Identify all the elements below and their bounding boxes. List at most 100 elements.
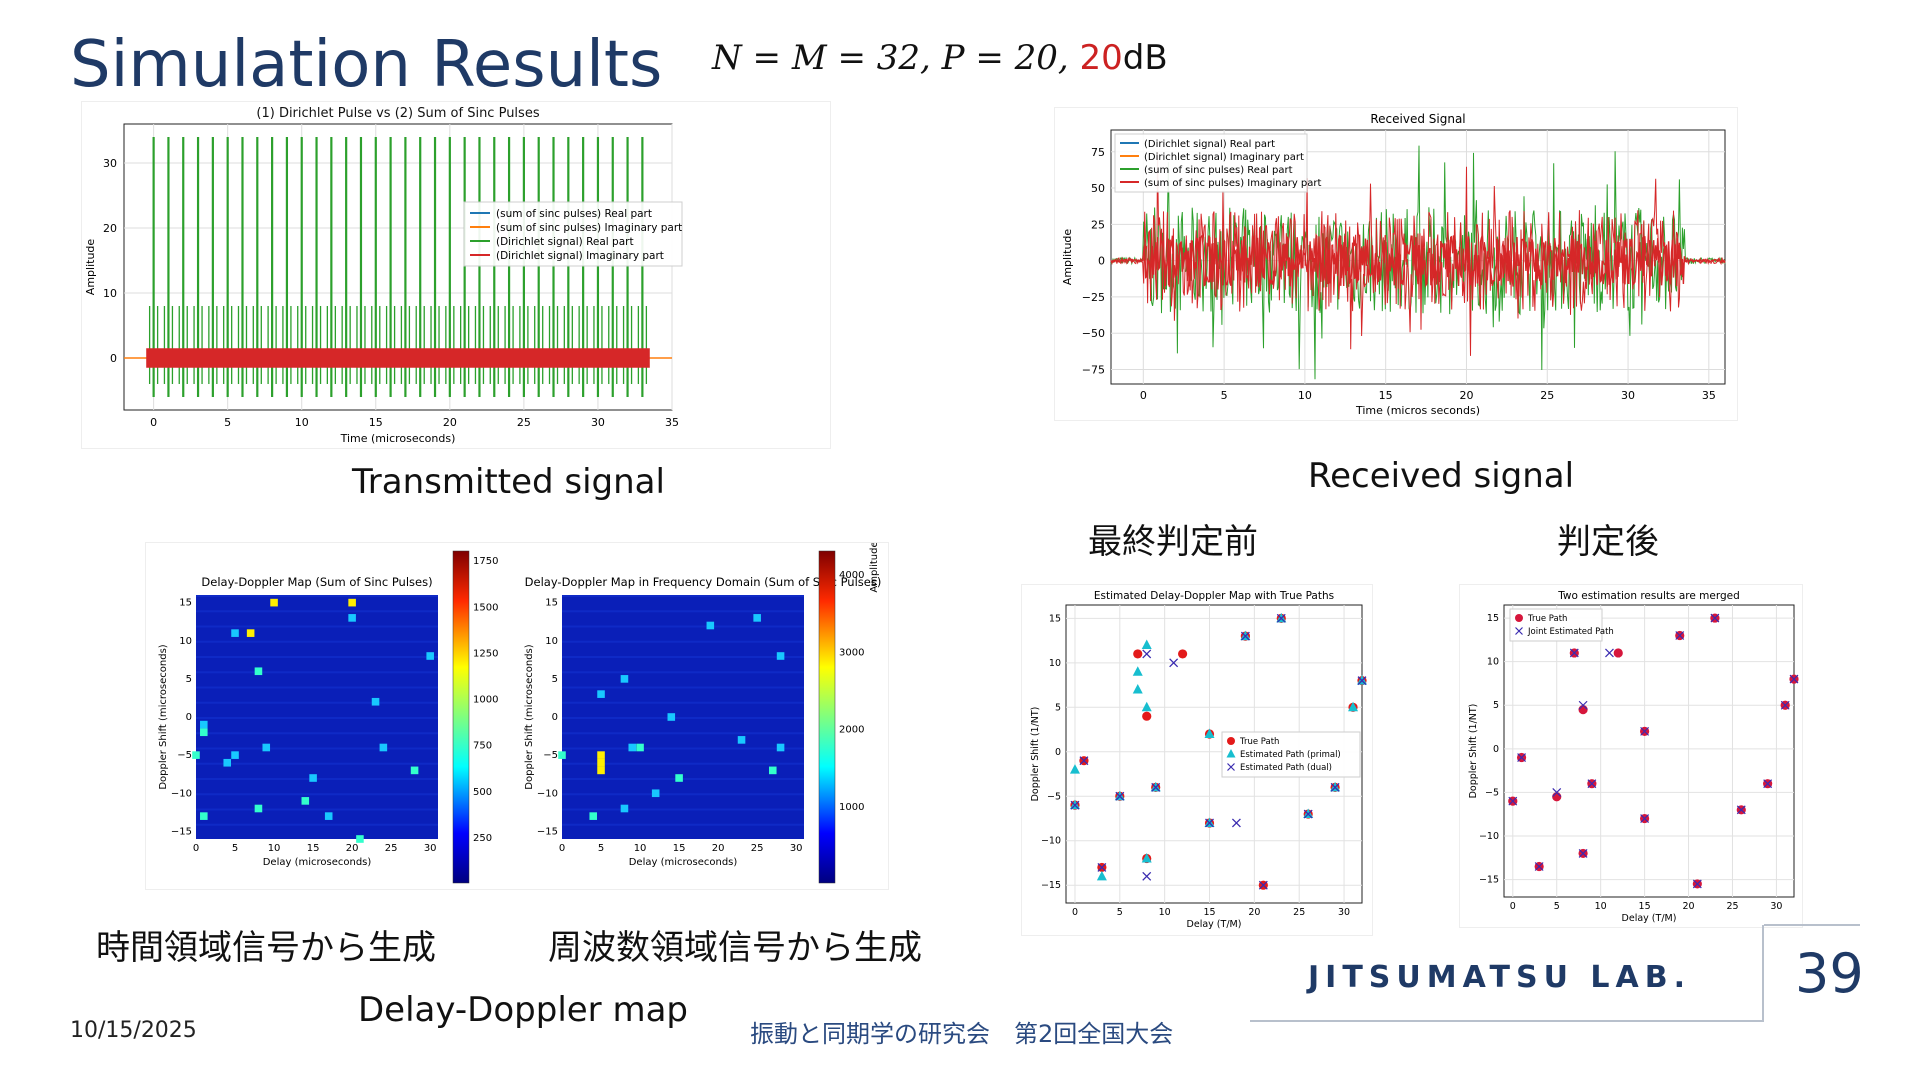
dd-peak	[262, 743, 271, 752]
dd-peak	[597, 758, 605, 767]
dd-stripe	[196, 823, 438, 826]
dual-estimate-point	[1240, 631, 1250, 641]
dd-peak	[753, 614, 761, 622]
rx-xtick: 35	[1702, 389, 1716, 402]
dd-stripe	[196, 778, 438, 780]
scatter-xtick: 5	[1117, 907, 1123, 918]
rx-xtick: 20	[1459, 389, 1473, 402]
rx-ytick: 25	[1091, 218, 1105, 231]
joint-estimate-point	[1517, 753, 1527, 762]
dd-ytick: −15	[537, 826, 558, 837]
rx-ytick: 50	[1091, 182, 1105, 195]
dd-maps-panel: Delay-Doppler Map (Sum of Sinc Pulses) 0 5…	[146, 541, 888, 889]
dd-ylabel: Doppler Shift (microseconds)	[524, 644, 535, 789]
dd-ytick: 15	[179, 598, 192, 609]
dd-stripe	[562, 656, 804, 658]
footer-divider-vertical	[1762, 925, 1764, 1020]
scatter-xtick: 25	[1293, 907, 1305, 918]
scatter-legend-entry: Estimated Path (primal)	[1240, 750, 1341, 760]
rx-legend-entry: (sum of sinc pulses) Real part	[1144, 165, 1293, 176]
scatter-xtick: 0	[1510, 901, 1516, 912]
dd-peak	[200, 720, 208, 729]
scatter-ytick: 0	[1493, 744, 1499, 755]
dd-background	[562, 595, 804, 839]
dd-ylabel: Doppler Shift (microseconds)	[158, 644, 169, 789]
dd-peak	[558, 751, 566, 759]
dd-stripe	[562, 595, 804, 597]
dual-estimate-point	[1303, 809, 1313, 819]
dd-peak	[620, 804, 629, 813]
scatter-ytick: −15	[1479, 875, 1499, 886]
dd-xtick: 30	[424, 843, 437, 854]
rx-ytick: 0	[1098, 255, 1105, 268]
dd-stripe	[562, 747, 804, 750]
dd-peak	[636, 743, 644, 752]
dd-xlabel: Delay (microseconds)	[629, 857, 738, 868]
dual-estimate-point	[1097, 862, 1107, 872]
dd-stripe	[196, 808, 438, 811]
tx-ytick: 10	[103, 287, 117, 300]
rx-ylabel: Amplitude	[1061, 229, 1074, 286]
dd-peak	[776, 743, 785, 752]
dd-peak	[410, 766, 419, 775]
rx-legend-entry: (Dirichlet signal) Real part	[1144, 139, 1275, 150]
dd-ytick: 0	[186, 712, 192, 723]
dd-colorbar-tick: 1250	[473, 648, 498, 659]
dd-xtick: 15	[307, 843, 320, 854]
legend-x-marker	[1515, 627, 1523, 635]
dd-peak	[628, 743, 637, 752]
received-chart-panel: Received Signal 0 5 10 15 20 25 30 35 75 50 25 0 −25 −…	[1055, 108, 1737, 420]
dd-ytick: 15	[545, 598, 558, 609]
primal-estimate-point	[1141, 701, 1152, 712]
tx-xtick: 5	[224, 416, 231, 429]
delay-doppler-maps: Delay-Doppler Map (Sum of Sinc Pulses) 0 5…	[158, 541, 882, 884]
scatter-xtick: 25	[1726, 901, 1738, 912]
dd-stripe	[562, 717, 804, 719]
tx-imag-band	[146, 348, 650, 368]
dd-ytick: −10	[171, 788, 192, 799]
tx-legend-entry: (Dirichlet signal) Real part	[496, 236, 634, 248]
dd-stripe	[562, 625, 804, 628]
dd-xtick: 20	[346, 843, 359, 854]
rx-xtick: 30	[1621, 389, 1635, 402]
scatter-xlabel: Delay (T/M)	[1622, 913, 1677, 924]
dd-stripe	[196, 595, 438, 597]
scatter-ytick: −15	[1041, 880, 1061, 891]
joint-estimate-point	[1578, 700, 1588, 710]
scatter-xtick: 20	[1682, 901, 1694, 912]
formula-snr: 20	[1079, 38, 1123, 78]
dd-peak	[356, 835, 364, 843]
rx-xtick: 10	[1298, 389, 1312, 402]
dd-xtick: 25	[751, 843, 764, 854]
legend-x-marker	[1227, 763, 1235, 771]
joint-estimate-point	[1640, 814, 1650, 823]
dd-colorbar-tick: 750	[473, 741, 492, 752]
dd-colorbar	[452, 550, 470, 884]
tx-ylabel: Amplitude	[84, 239, 97, 296]
transmitted-chart-panel: (1) Dirichlet Pulse vs (2) Sum of Sinc P…	[82, 102, 830, 448]
dd-stripe	[562, 640, 804, 643]
rx-xlabel: Time (micros seconds)	[1355, 404, 1480, 417]
dd-stripe	[196, 671, 438, 674]
rx-ytick: 75	[1091, 146, 1105, 159]
primal-estimate-point	[1132, 666, 1143, 676]
scatter-frame	[1503, 604, 1795, 898]
dd-peak	[589, 812, 598, 820]
rx-ytick: −50	[1082, 327, 1105, 340]
dd-stripe	[196, 701, 438, 704]
dd-stripe	[196, 762, 438, 765]
dd-stripe	[196, 640, 438, 643]
dual-estimate-point	[1151, 782, 1161, 792]
rx-legend-entry: (sum of sinc pulses) Imaginary part	[1144, 178, 1322, 189]
legend-primal-marker	[1226, 749, 1236, 758]
tx-xtick: 15	[369, 416, 383, 429]
tx-legend-box	[463, 201, 683, 267]
joint-estimate-point	[1578, 848, 1588, 858]
tx-legend-entry: (Dirichlet signal) Imaginary part	[496, 250, 664, 262]
scatter-ylabel: Doppler Shift (1/NT)	[1030, 707, 1041, 802]
scatter-xtick: 10	[1159, 907, 1171, 918]
dd-peak	[379, 743, 388, 752]
dd-title: Delay-Doppler Map in Frequency Domain (S…	[525, 575, 882, 589]
dd-stripe	[562, 686, 804, 689]
dd-peak	[597, 690, 605, 698]
